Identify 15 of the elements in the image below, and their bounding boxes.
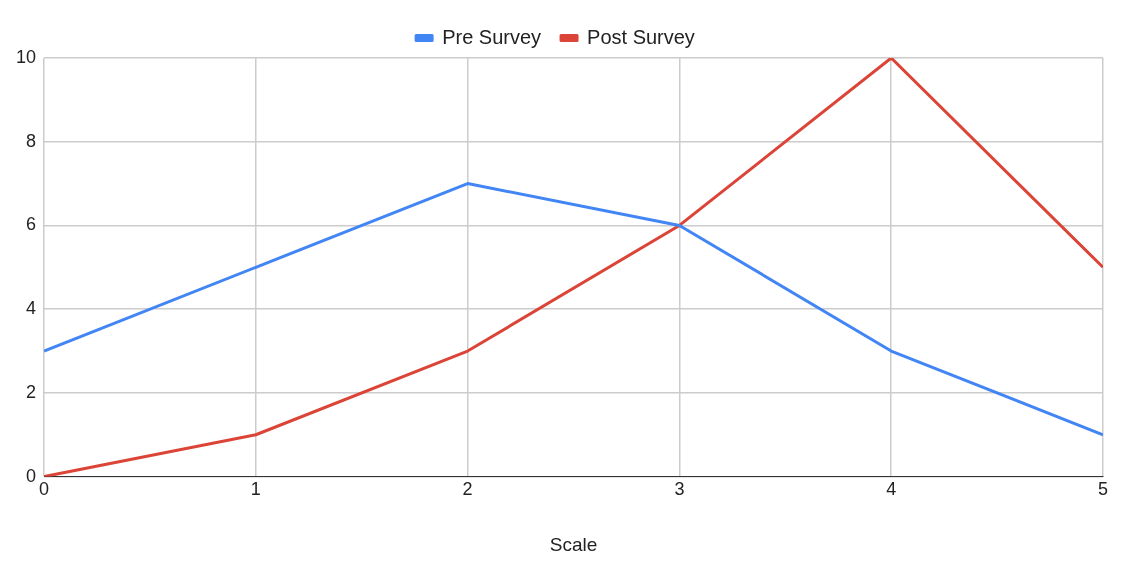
x-tick-label: 0 <box>39 479 50 500</box>
x-tick-label: 5 <box>1097 479 1109 500</box>
x-axis-title: Scale <box>549 533 598 555</box>
y-tick-label: 10 <box>15 46 37 67</box>
y-tick-label: 6 <box>26 214 37 235</box>
x-tick-label: 4 <box>886 479 897 500</box>
y-tick-label: 2 <box>26 381 37 402</box>
x-tick-label: 2 <box>462 479 473 500</box>
y-tick-label: 0 <box>26 465 37 486</box>
legend-label: Pre Survey <box>442 25 542 48</box>
x-tick-label: 3 <box>674 479 685 500</box>
y-tick-label: 4 <box>26 298 37 319</box>
x-tick-label: 1 <box>250 479 261 500</box>
y-tick-label: 8 <box>26 130 37 151</box>
legend-label: Post Survey <box>587 25 695 48</box>
